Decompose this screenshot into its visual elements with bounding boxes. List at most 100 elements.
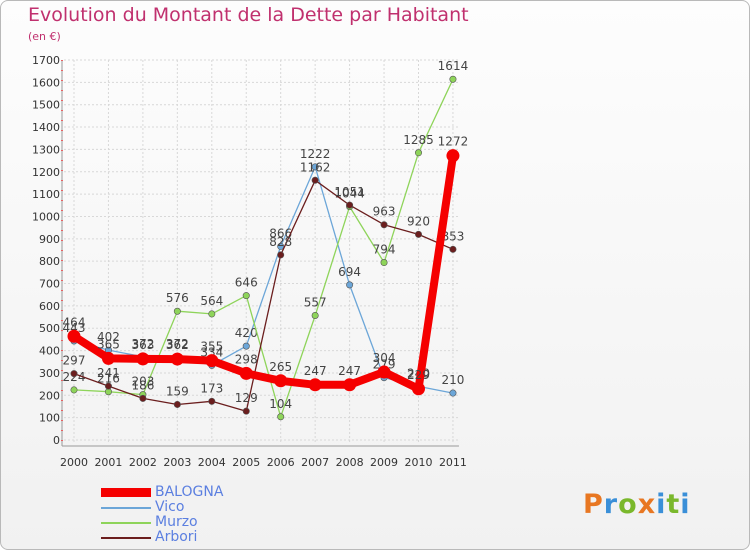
data-point-murzo bbox=[277, 413, 285, 421]
data-label-murzo: 203 bbox=[131, 375, 154, 389]
chart-title: Evolution du Montant de la Dette par Hab… bbox=[28, 4, 469, 26]
data-label-balogna: 362 bbox=[166, 338, 189, 352]
data-label-balogna: 298 bbox=[235, 352, 258, 366]
data-point-balogna bbox=[136, 352, 150, 366]
data-point-vico bbox=[449, 389, 457, 397]
series-line-murzo bbox=[73, 78, 454, 418]
data-label-murzo: 1614 bbox=[438, 59, 469, 73]
y-tick-label: 0 bbox=[53, 434, 60, 447]
x-tick-label: 2005 bbox=[232, 456, 260, 469]
legend-item-vico: Vico bbox=[101, 500, 301, 515]
legend-item-murzo: Murzo bbox=[101, 515, 301, 530]
y-tick-label: 1400 bbox=[32, 121, 60, 134]
x-tick-label: 2000 bbox=[60, 456, 88, 469]
legend-swatch bbox=[101, 488, 151, 497]
data-point-arbori bbox=[449, 245, 457, 253]
y-tick-label: 1300 bbox=[32, 143, 60, 156]
data-label-murzo: 104 bbox=[269, 397, 292, 411]
x-tick-label: 2006 bbox=[267, 456, 295, 469]
data-point-arbori bbox=[380, 221, 388, 229]
data-point-arbori bbox=[208, 397, 216, 405]
logo-letter: P bbox=[583, 489, 604, 520]
legend-swatch bbox=[101, 522, 151, 524]
data-point-balogna bbox=[67, 329, 81, 343]
data-point-murzo bbox=[173, 307, 181, 315]
data-point-arbori bbox=[70, 370, 78, 378]
logo-letter: r bbox=[603, 489, 619, 520]
y-tick-label: 1700 bbox=[32, 54, 60, 67]
data-label-balogna: 365 bbox=[97, 337, 120, 351]
data-label-vico: 694 bbox=[338, 265, 361, 279]
y-tick-label: 800 bbox=[39, 255, 60, 268]
data-point-arbori bbox=[139, 394, 147, 402]
legend-swatch bbox=[101, 537, 151, 539]
data-label-balogna: 247 bbox=[338, 364, 361, 378]
data-label-arbori: 1051 bbox=[334, 185, 365, 199]
series-line-arbori bbox=[73, 179, 454, 412]
data-point-balogna bbox=[170, 352, 184, 366]
y-tick-label: 700 bbox=[39, 278, 60, 291]
data-label-arbori: 173 bbox=[200, 381, 223, 395]
data-point-arbori bbox=[173, 400, 181, 408]
y-tick-label: 900 bbox=[39, 233, 60, 246]
data-label-arbori: 241 bbox=[97, 366, 120, 380]
data-label-murzo: 1044 bbox=[334, 187, 365, 201]
data-point-arbori bbox=[277, 251, 285, 259]
data-label-murzo: 576 bbox=[166, 291, 189, 305]
proxiti-logo: Proxiti bbox=[583, 489, 691, 520]
data-label-vico: 210 bbox=[441, 373, 464, 387]
data-point-balogna bbox=[308, 378, 322, 392]
x-tick-label: 2007 bbox=[301, 456, 329, 469]
data-label-vico: 334 bbox=[200, 345, 223, 359]
unit-label: (en €) bbox=[28, 30, 61, 43]
legend-label: BALOGNA bbox=[155, 484, 224, 500]
x-tick-label: 2004 bbox=[198, 456, 226, 469]
data-label-vico: 1222 bbox=[300, 147, 331, 161]
data-point-balogna bbox=[412, 382, 425, 396]
legend-label: Murzo bbox=[155, 514, 198, 530]
data-label-arbori: 1162 bbox=[300, 160, 331, 174]
data-point-vico bbox=[277, 242, 285, 250]
y-tick-label: 1100 bbox=[32, 188, 60, 201]
data-point-arbori bbox=[346, 201, 354, 209]
legend-swatch bbox=[101, 507, 151, 509]
y-tick-label: 1000 bbox=[32, 210, 60, 223]
logo-letter: x bbox=[637, 489, 657, 520]
data-point-arbori bbox=[104, 382, 112, 390]
data-label-vico: 420 bbox=[235, 326, 258, 340]
data-label-vico: 372 bbox=[166, 337, 189, 351]
data-label-balogna: 363 bbox=[131, 338, 154, 352]
data-point-vico bbox=[311, 163, 319, 171]
legend-label: Arbori bbox=[155, 529, 198, 545]
data-label-arbori: 853 bbox=[441, 229, 464, 243]
legend-label: Vico bbox=[155, 499, 185, 515]
y-tick-label: 400 bbox=[39, 345, 60, 358]
y-tick-label: 200 bbox=[39, 389, 60, 402]
data-label-balogna: 464 bbox=[63, 315, 86, 329]
y-tick-label: 1600 bbox=[32, 76, 60, 89]
data-label-murzo: 794 bbox=[373, 243, 396, 257]
data-label-balogna: 355 bbox=[200, 340, 223, 354]
data-label-vico: 372 bbox=[131, 337, 154, 351]
data-point-murzo bbox=[242, 292, 250, 300]
data-label-arbori: 129 bbox=[235, 391, 258, 405]
data-label-balogna: 1272 bbox=[438, 135, 469, 149]
data-point-vico bbox=[346, 281, 354, 289]
data-point-murzo bbox=[380, 259, 388, 267]
data-label-arbori: 828 bbox=[269, 235, 292, 249]
y-tick-label: 1500 bbox=[32, 99, 60, 112]
y-tick-label: 1200 bbox=[32, 166, 60, 179]
data-label-arbori: 186 bbox=[131, 378, 154, 392]
legend-item-balogna: BALOGNA bbox=[101, 485, 301, 500]
data-point-murzo bbox=[208, 310, 216, 318]
data-label-arbori: 920 bbox=[407, 214, 430, 228]
y-tick-label: 300 bbox=[39, 367, 60, 380]
data-label-balogna: 304 bbox=[373, 351, 396, 365]
data-point-arbori bbox=[311, 176, 319, 184]
data-label-vico: 402 bbox=[97, 330, 120, 344]
data-point-murzo bbox=[70, 386, 78, 394]
data-label-vico: 443 bbox=[63, 321, 86, 335]
x-tick-label: 2008 bbox=[336, 456, 364, 469]
